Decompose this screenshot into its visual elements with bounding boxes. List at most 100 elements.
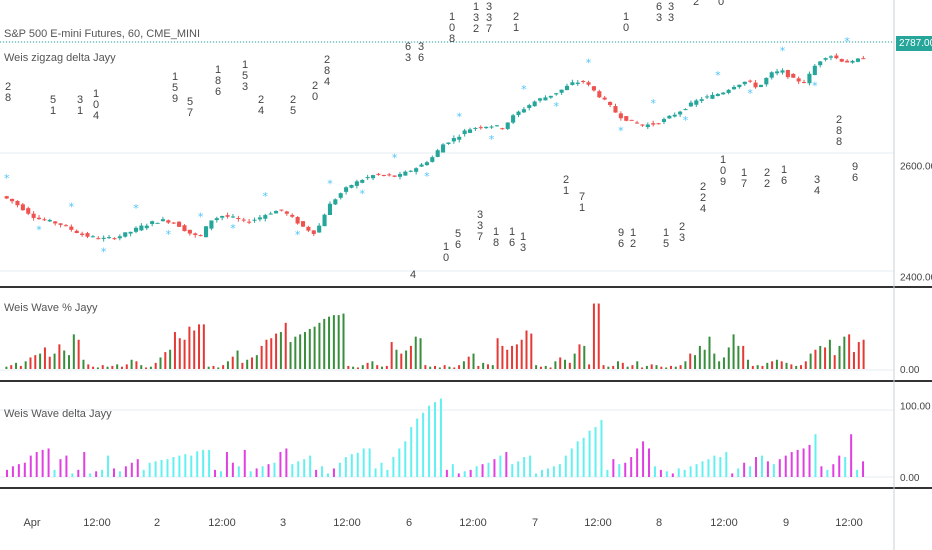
candle-body bbox=[672, 114, 677, 117]
zigzag-label: 7 bbox=[477, 231, 483, 243]
candle-body bbox=[602, 97, 607, 100]
candle-body bbox=[850, 60, 855, 63]
weis-pct-bar bbox=[260, 345, 263, 369]
candle-body bbox=[807, 73, 812, 84]
zigzag-label: 1 bbox=[741, 167, 747, 179]
zigzag-label: 6 bbox=[215, 86, 221, 98]
weis-pct-bar bbox=[544, 365, 547, 369]
weis-pct-bar bbox=[231, 356, 234, 369]
zigzag-label: 1 bbox=[449, 11, 455, 23]
price-tick-label: 2600.00 bbox=[900, 162, 932, 173]
zigzag-label: 7 bbox=[579, 191, 585, 203]
weis-delta-bar bbox=[755, 457, 758, 477]
weis-delta-bar bbox=[118, 471, 121, 477]
weis-delta-bar bbox=[124, 466, 127, 477]
weis-pct-bar bbox=[559, 357, 562, 369]
weis-delta-bar bbox=[356, 452, 359, 477]
zigzag-label: 1 bbox=[520, 231, 526, 243]
weis-delta-bar bbox=[273, 462, 276, 477]
zigzag-label: 2 bbox=[700, 181, 706, 193]
zigzag-label: 3 bbox=[405, 52, 411, 64]
zigzag-label: 2 bbox=[693, 0, 699, 8]
weis-pct-bar bbox=[501, 345, 504, 369]
weis-delta-bar bbox=[576, 441, 579, 477]
weis-delta-bar bbox=[261, 466, 264, 477]
weis-delta-bar bbox=[321, 466, 324, 477]
weis-pct-bar bbox=[53, 353, 56, 369]
candle-body bbox=[225, 215, 230, 217]
weis-pct-bar bbox=[819, 345, 822, 369]
candle-body bbox=[796, 78, 801, 82]
weis-pct-bar bbox=[48, 356, 51, 369]
candle-body bbox=[123, 232, 128, 237]
candle-body bbox=[42, 219, 47, 221]
weis-pct-bar bbox=[458, 365, 461, 369]
weis-delta-bar bbox=[386, 469, 389, 477]
weis-delta-bar bbox=[529, 455, 532, 477]
weis-delta-bar bbox=[315, 469, 318, 477]
weis-delta-bar bbox=[838, 455, 841, 477]
weis-delta-tick-label: 0.00 bbox=[900, 473, 920, 484]
weis-delta-bar bbox=[65, 455, 68, 477]
candle-body bbox=[478, 127, 483, 129]
candle-body bbox=[634, 122, 640, 124]
candle-body bbox=[279, 209, 284, 211]
weis-delta-bar bbox=[725, 452, 728, 477]
candle-body bbox=[150, 221, 155, 224]
weis-delta-bar bbox=[344, 457, 347, 477]
candle-body bbox=[559, 89, 564, 93]
weis-pct-bar bbox=[694, 355, 697, 369]
candle-body bbox=[586, 82, 591, 85]
candle-body bbox=[618, 113, 623, 119]
weis-pct-tick-label: 0.00 bbox=[900, 365, 920, 376]
weis-delta-bar bbox=[463, 471, 466, 477]
candle-body bbox=[699, 99, 704, 101]
zigzag-label: 1 bbox=[630, 227, 636, 239]
candle-body bbox=[516, 111, 521, 116]
zigzag-star-icon: * bbox=[327, 177, 333, 190]
weis-pct-bar bbox=[299, 334, 302, 369]
weis-pct-bar bbox=[655, 365, 658, 369]
weis-pct-bar bbox=[145, 367, 148, 369]
candle-body bbox=[591, 86, 596, 91]
weis-pct-bar bbox=[747, 359, 750, 369]
zigzag-label: 3 bbox=[679, 232, 685, 244]
zigzag-label: 6 bbox=[618, 238, 624, 250]
candle-body bbox=[4, 196, 9, 199]
weis-pct-bar bbox=[443, 365, 446, 369]
candle-body bbox=[543, 97, 548, 101]
candle-body bbox=[247, 221, 252, 223]
candle-body bbox=[608, 101, 613, 106]
time-tick-label: 12:00 bbox=[333, 517, 361, 529]
time-tick-label: 8 bbox=[656, 517, 662, 529]
weis-delta-bar bbox=[243, 449, 246, 477]
candle-body bbox=[220, 215, 225, 218]
weis-delta-bar bbox=[380, 462, 383, 477]
weis-delta-bar bbox=[665, 471, 668, 477]
time-tick-label: 12:00 bbox=[584, 517, 612, 529]
weis-delta-bar bbox=[790, 452, 793, 477]
zigzag-star-icon: * bbox=[553, 100, 559, 113]
weis-delta-bar bbox=[659, 469, 662, 477]
weis-pct-bar bbox=[703, 349, 706, 369]
candle-body bbox=[473, 127, 478, 129]
price-tick-label: 2400.00 bbox=[900, 273, 932, 284]
zigzag-star-icon: * bbox=[4, 172, 10, 185]
weis-pct-bar bbox=[814, 349, 817, 369]
zigzag-label: 0 bbox=[443, 252, 449, 264]
zigzag-label: 2 bbox=[513, 11, 519, 23]
candle-body bbox=[139, 225, 144, 231]
zigzag-label: 2 bbox=[764, 178, 770, 190]
weis-pct-bar bbox=[597, 303, 600, 369]
weis-delta-bar bbox=[487, 462, 490, 477]
candle-body bbox=[349, 184, 354, 188]
zigzag-label: 2 bbox=[312, 80, 318, 92]
zigzag-label: 1 bbox=[77, 105, 83, 117]
candle-body bbox=[403, 171, 408, 176]
candle-body bbox=[742, 81, 747, 85]
zigzag-label: 3 bbox=[477, 220, 483, 232]
zigzag-star-icon: * bbox=[295, 229, 301, 242]
weis-pct-bar bbox=[385, 365, 388, 369]
zigzag-label: 3 bbox=[77, 94, 83, 106]
